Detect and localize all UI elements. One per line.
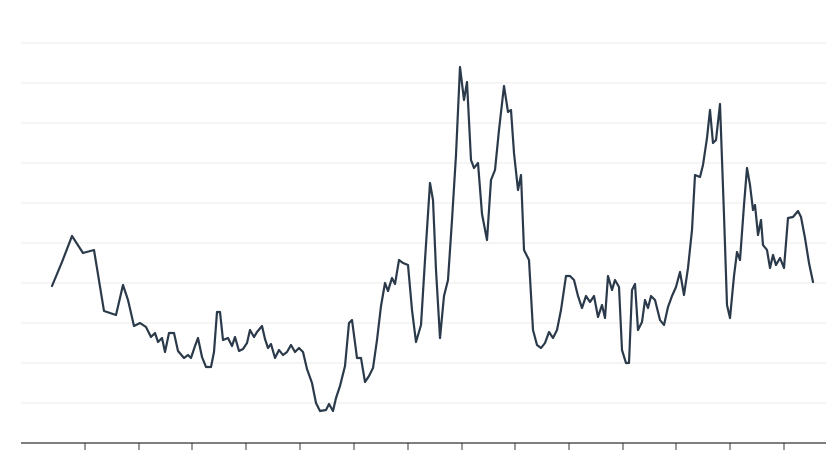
- data-line: [50, 65, 815, 413]
